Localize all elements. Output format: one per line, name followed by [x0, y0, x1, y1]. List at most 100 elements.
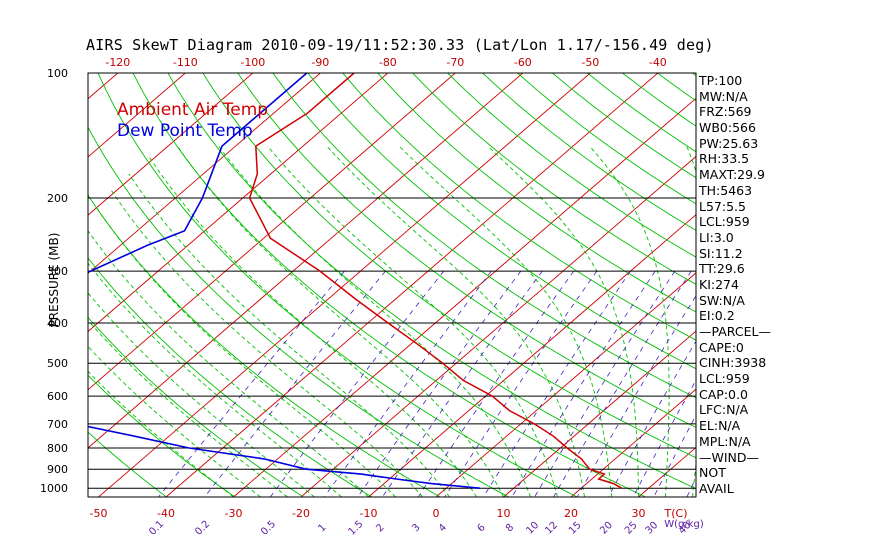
dry-adiabat-line: [88, 316, 304, 497]
dry-adiabat-line: [447, 73, 696, 258]
index-item: PW:25.63: [699, 135, 759, 151]
moist-adiabat-line: [149, 157, 477, 497]
moist-adiabat-line: [326, 145, 585, 497]
pressure-tick-label: 900: [47, 463, 68, 476]
dry-adiabat-line: [237, 73, 696, 428]
chart-title: AIRS SkewT Diagram 2010-09-19/11:52:30.3…: [86, 36, 714, 54]
top-temp-label: -50: [581, 56, 599, 69]
dry-adiabat-line: [88, 431, 167, 497]
top-temp-label: -100: [240, 56, 265, 69]
isotherm-line: [570, 388, 696, 497]
index-item: LFC:N/A: [699, 402, 749, 418]
index-item: CAPE:0: [699, 339, 744, 355]
y-axis-label: PRESSURE (MB): [47, 232, 61, 328]
mixing-ratio-line: [553, 270, 692, 497]
legend-dew-point: Dew Point Temp: [117, 121, 253, 141]
pressure-tick-label: 700: [47, 418, 68, 431]
mixing-ratio-line: [269, 270, 445, 497]
dry-adiabat-line: [517, 73, 696, 205]
mixing-ratio-label: 0.5: [259, 519, 278, 538]
mixing-ratio-line: [534, 270, 676, 497]
index-item: RH:33.5: [699, 151, 750, 167]
mixing-ratio-line: [511, 270, 656, 497]
index-item: MPL:N/A: [699, 433, 751, 449]
temp-unit-label: T(C): [664, 507, 688, 520]
mixing-ratio-label: 0.1: [147, 519, 166, 538]
mixing-ratio-line: [576, 295, 696, 497]
index-item: TH:5463: [699, 182, 753, 198]
index-item: TT:29.6: [699, 261, 745, 277]
index-item: AVAIL: [699, 480, 734, 496]
mixing-ratio-label: 1.5: [346, 519, 365, 538]
dry-adiabat-line: [797, 73, 870, 497]
isotherm-line: [88, 73, 254, 216]
mixing-ratio-lines: [158, 270, 696, 497]
moist-adiabat-line: [88, 370, 234, 497]
moist-adiabat-lines: [88, 145, 696, 497]
moist-adiabat-line: [109, 188, 423, 497]
isotherm-line: [0, 73, 50, 497]
moist-adiabat-line: [88, 345, 261, 497]
top-temp-label: -60: [514, 56, 532, 69]
mixing-ratio-line: [483, 270, 631, 497]
pressure-tick-label: 1000: [40, 482, 68, 495]
moist-adiabat-line: [95, 206, 396, 497]
pressure-tick-labels: 100 200 300 400 500 600 700 800 900 1000: [40, 67, 68, 495]
top-temperature-labels: -120 -110 -100 -90 -80 -70 -60 -50 -40: [105, 56, 666, 69]
dry-adiabat-line: [377, 73, 696, 313]
isotherm-line: [88, 73, 456, 391]
index-item: SI:11.2: [699, 245, 743, 261]
index-item: MAXT:29.9: [699, 167, 765, 183]
dry-adiabat-line: [832, 73, 870, 497]
isotherm-line: [368, 214, 696, 497]
isotherm-line: [435, 272, 696, 497]
plot-frame: [87, 72, 697, 498]
index-item: SW:N/A: [699, 292, 745, 308]
mixing-ratio-label: 2: [374, 522, 386, 534]
index-item: EI:0.2: [699, 308, 735, 324]
mixing-unit-label: W(g/kg): [664, 519, 704, 530]
mixing-ratio-label: 20: [598, 520, 615, 537]
pressure-tick-label: 400: [47, 317, 68, 330]
mixing-ratio-label: 12: [543, 520, 560, 537]
dry-adiabat-line: [412, 73, 696, 285]
mixing-ratio-line: [653, 414, 696, 497]
mixing-ratio-label: 3: [410, 522, 422, 534]
mixing-ratio-line: [323, 270, 492, 497]
mixing-ratio-line: [381, 270, 543, 497]
dry-adiabat-line: [307, 73, 696, 370]
data-series: [88, 73, 623, 489]
pressure-tick-label: 300: [47, 265, 68, 278]
pressure-tick-label: 100: [47, 67, 68, 80]
dry-adiabat-line: [342, 73, 696, 341]
mixing-ratio-label: 1: [316, 522, 328, 534]
mixing-ratio-label: 25: [623, 520, 640, 537]
isotherm-line: [165, 73, 659, 497]
index-item: LI:3.0: [699, 229, 734, 245]
mixing-ratio-label: 0.2: [193, 519, 212, 538]
index-item: LCL:959: [699, 214, 750, 230]
isotherm-line: [88, 73, 524, 449]
air-temp-line: [248, 73, 623, 489]
isotherm-line: [503, 330, 696, 497]
mixing-ratio-label: 6: [476, 522, 488, 534]
top-temp-label: -110: [173, 56, 198, 69]
dry-adiabat-lines: [88, 73, 870, 497]
moist-adiabat-line: [589, 145, 670, 497]
mixing-ratio-line: [608, 340, 696, 497]
isotherm-line: [774, 73, 870, 497]
mixing-ratio-line: [444, 270, 598, 497]
moist-adiabat-line: [88, 319, 288, 497]
pressure-tick-label: 800: [47, 442, 68, 455]
top-temp-label: -70: [446, 56, 464, 69]
dry-adiabat-line: [97, 73, 578, 497]
mixing-ratio-line: [632, 379, 696, 497]
bottom-temp-label: -30: [225, 507, 243, 520]
bottom-temperature-labels: -50 -40 -30 -20 -10 0 10 20 30 T(C): [90, 507, 688, 520]
dew-point-line: [88, 73, 481, 489]
index-item: EL:N/A: [699, 418, 741, 434]
pressure-tick-label: 500: [47, 357, 68, 370]
dry-adiabat-line: [202, 73, 696, 459]
isotherm-line: [88, 73, 321, 274]
